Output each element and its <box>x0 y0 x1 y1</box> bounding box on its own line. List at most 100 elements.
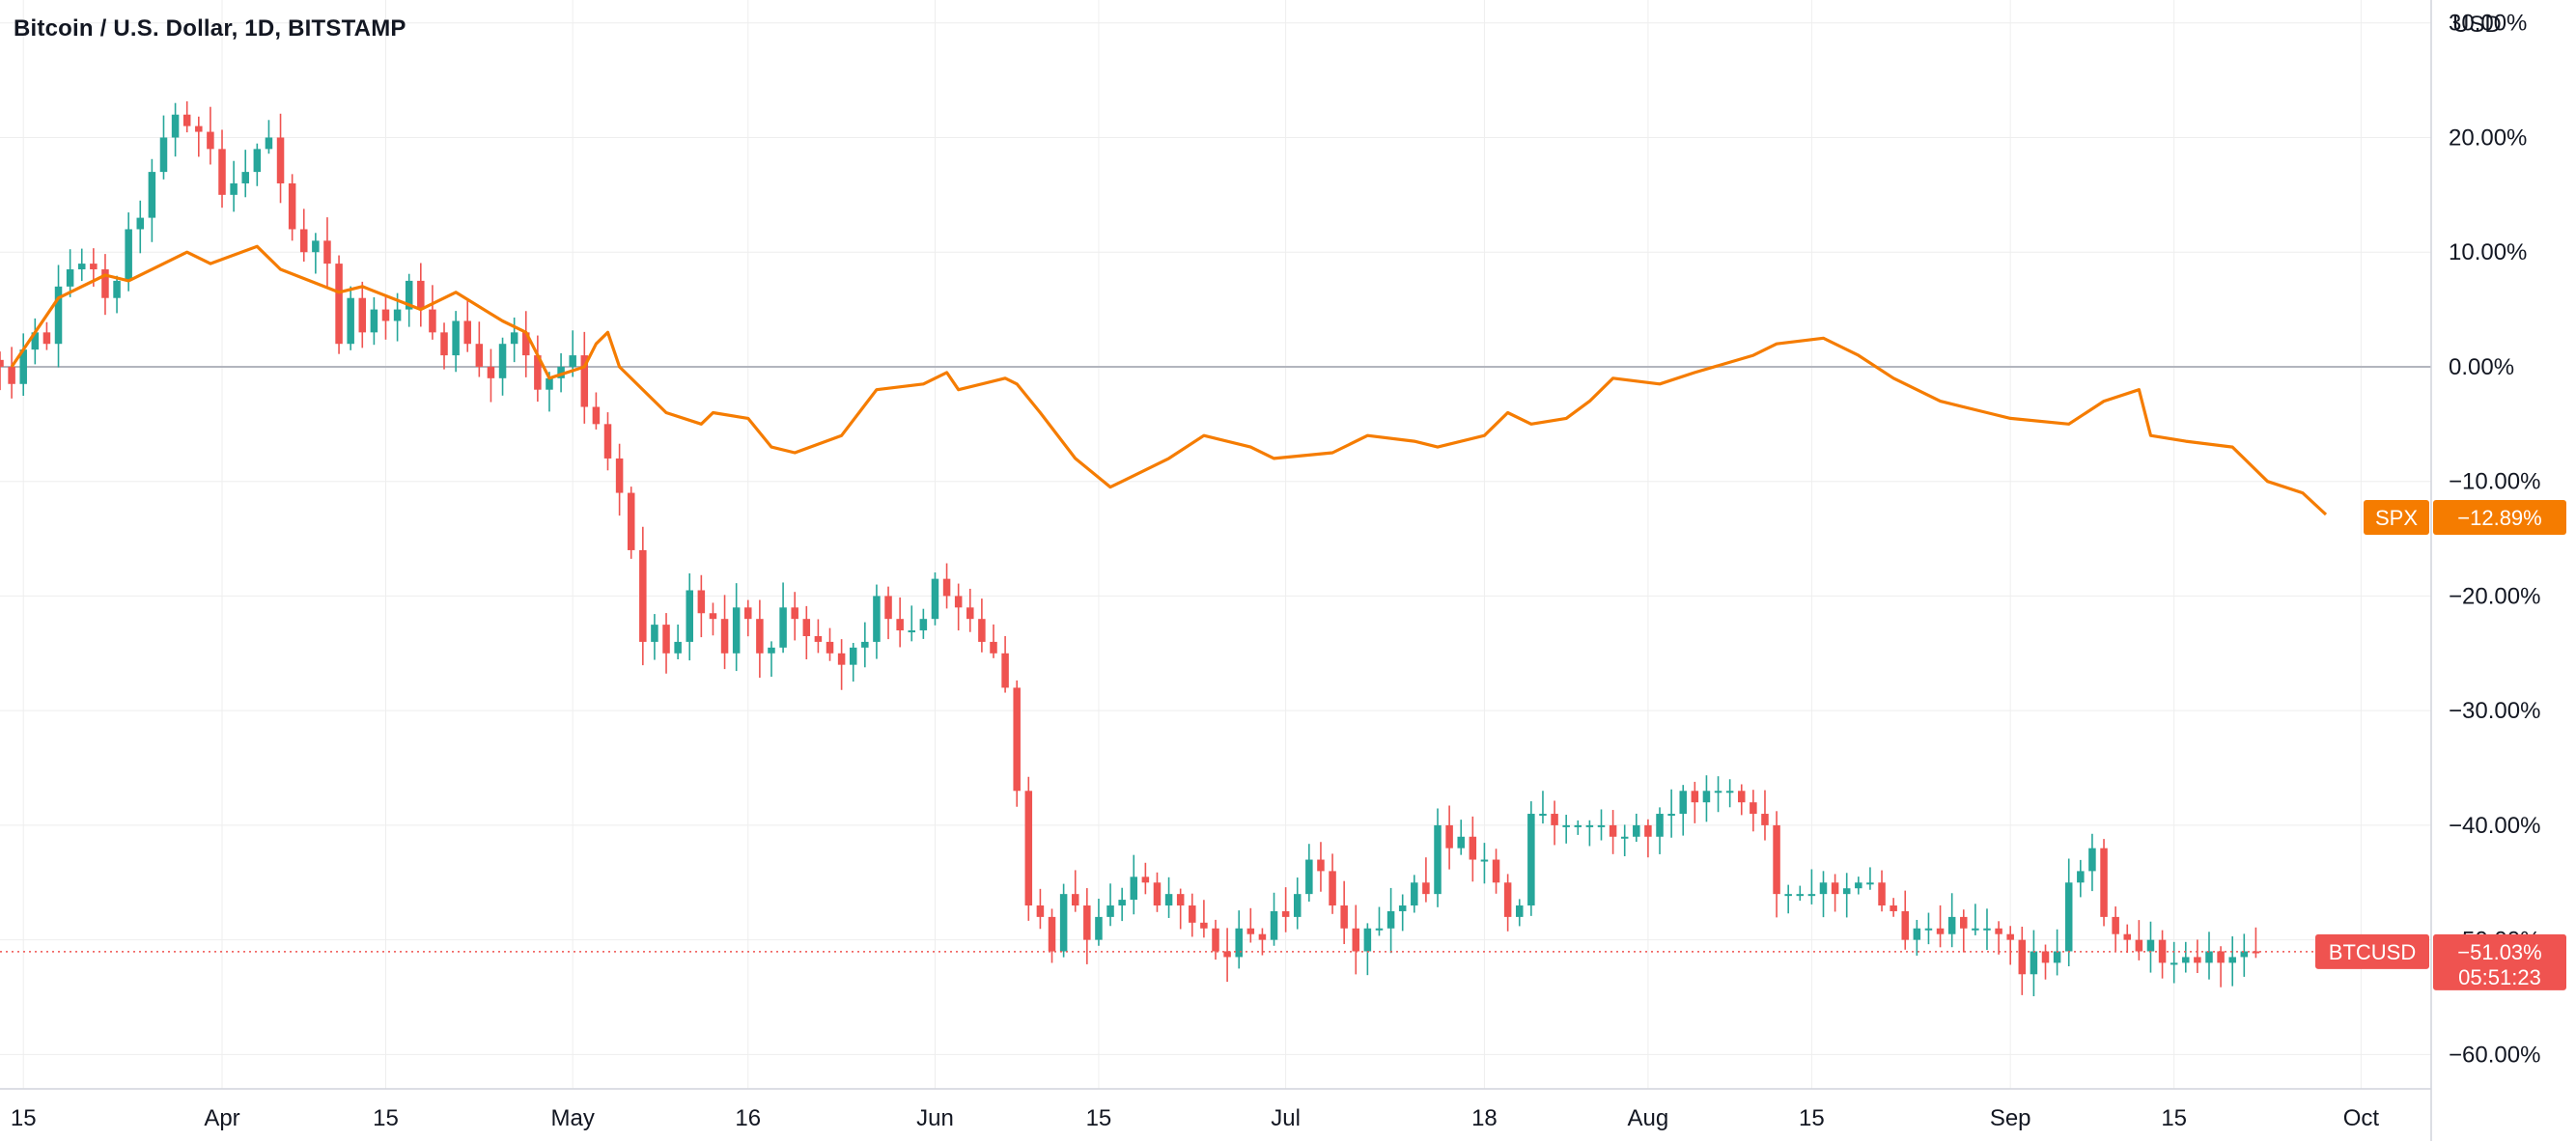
btc-candle <box>299 209 308 263</box>
candle-body <box>1656 814 1664 837</box>
currency-label[interactable]: USD <box>2452 12 2502 38</box>
candle-body <box>440 332 448 356</box>
btc-candle <box>487 348 495 403</box>
btc-candle <box>744 599 752 637</box>
candle-body <box>323 240 331 264</box>
candle-body <box>1386 910 1395 929</box>
candle-body <box>1574 824 1582 827</box>
btc-candle <box>1995 921 2002 955</box>
candle-body <box>1995 928 2002 934</box>
btc-candle <box>1130 854 1138 915</box>
candle-body <box>1469 836 1477 860</box>
candle-body <box>1527 814 1535 906</box>
btc-candle <box>1807 869 1816 904</box>
y-tick-label: 30.00% <box>2449 11 2527 37</box>
btc-candle <box>1118 887 1126 922</box>
candle-body <box>1597 824 1606 827</box>
candle-body <box>1340 905 1348 929</box>
btc-candle <box>113 275 121 314</box>
candle-body <box>919 619 928 631</box>
candle-body <box>2123 933 2132 940</box>
candle-body <box>1585 824 1594 827</box>
candle-body <box>686 590 693 642</box>
candle-body <box>1679 791 1687 815</box>
btc-candle <box>1071 870 1079 912</box>
btc-candle <box>335 255 343 354</box>
x-tick-label: 15 <box>11 1105 37 1131</box>
y-tick-label: 10.00% <box>2449 239 2527 265</box>
btc-candle <box>978 598 986 653</box>
candle-body <box>1223 951 1231 958</box>
candle-body <box>230 182 238 195</box>
candle-body <box>2146 939 2155 952</box>
btc-candle <box>2146 921 2155 973</box>
btc-candle <box>1013 680 1021 807</box>
btc-candle <box>1796 885 1805 902</box>
candle-body <box>884 596 892 620</box>
btc-candle <box>2228 936 2236 987</box>
btc-candle <box>1398 894 1407 932</box>
btc-candle <box>1083 888 1091 964</box>
candle-body <box>849 647 857 665</box>
btc-candle <box>884 586 892 640</box>
btc-candle <box>1293 877 1302 930</box>
btc-candle <box>1515 899 1524 927</box>
candle-body <box>1960 916 1968 929</box>
candle-body <box>1983 928 1991 931</box>
btc-candle <box>1667 789 1675 838</box>
btc-candle <box>1947 893 1956 948</box>
candle-body <box>207 131 214 150</box>
candle-body <box>1633 824 1640 837</box>
btc-candle <box>1831 874 1839 912</box>
y-tick-label: −40.00% <box>2449 813 2540 839</box>
btc-candle <box>1411 875 1418 913</box>
btc-candle <box>603 412 612 471</box>
btc-candles-layer <box>0 100 2260 997</box>
candle-body <box>1434 824 1442 895</box>
candle-body <box>639 549 647 642</box>
btc-candle <box>417 263 425 327</box>
btc-candle <box>942 563 951 609</box>
btc-candle <box>2205 932 2213 980</box>
btc-candle <box>651 614 658 660</box>
btc-candle <box>1551 800 1558 846</box>
candle-body <box>1013 687 1021 792</box>
btc-candle <box>1784 884 1792 914</box>
candle-body <box>1515 905 1524 917</box>
btc-candle <box>1890 898 1897 917</box>
candle-body <box>125 229 132 281</box>
btc-candle <box>2006 926 2014 965</box>
btc-candle <box>2077 859 2085 898</box>
x-axis[interactable]: 15 Apr 15 May 16 Jun 15 Jul 18 Aug 15 Sep 15 Oct <box>0 1088 2431 1131</box>
candle-body <box>1551 814 1558 825</box>
candle-body <box>241 172 249 183</box>
btc-candle <box>1644 819 1652 858</box>
candle-body <box>312 240 320 253</box>
btc-candle <box>1469 816 1477 882</box>
candle-body <box>1936 928 1945 934</box>
candle-body <box>1352 928 1360 952</box>
candle-body <box>218 149 226 195</box>
y-tick-label: 0.00% <box>2449 354 2514 380</box>
candle-body <box>826 641 834 654</box>
btc-candle <box>1223 928 1231 983</box>
btc-candle <box>1317 842 1325 892</box>
candle-body <box>159 137 168 173</box>
candle-body <box>66 269 74 287</box>
candle-body <box>1539 814 1547 817</box>
candle-body <box>1457 836 1465 849</box>
candle-body <box>1609 824 1617 837</box>
candle-body <box>276 137 285 183</box>
btc-candle <box>837 639 846 690</box>
btc-candle <box>966 588 974 632</box>
candle-body <box>1153 882 1162 906</box>
candle-body <box>580 355 589 407</box>
btc-candle <box>1738 784 1746 816</box>
candle-body <box>101 269 109 298</box>
candle-body <box>335 264 343 345</box>
btc-candle <box>1972 904 1979 935</box>
btc-candle <box>1691 781 1699 823</box>
btc-candle <box>1363 923 1372 976</box>
